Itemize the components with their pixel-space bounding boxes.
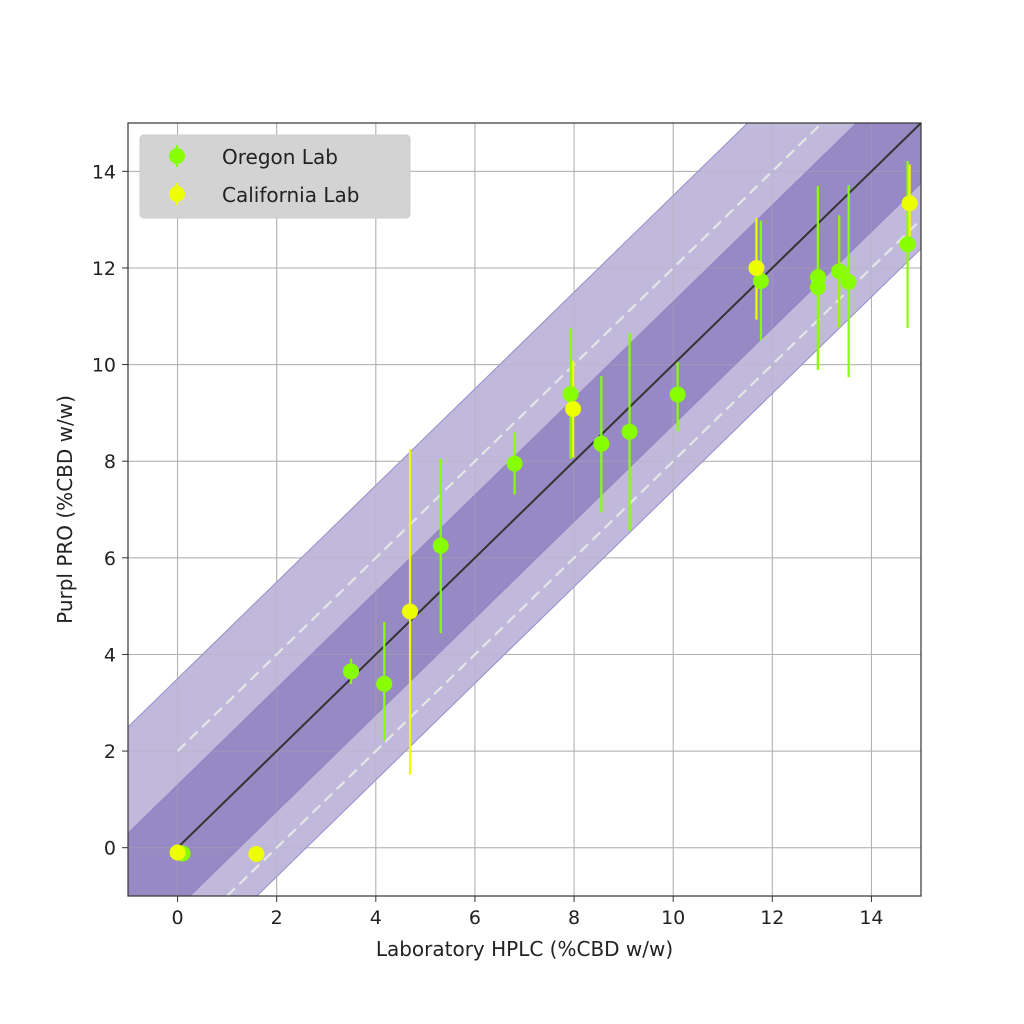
data-point: [506, 455, 523, 472]
data-point: [402, 603, 419, 620]
x-tick-label: 14: [859, 907, 883, 929]
data-point: [752, 272, 769, 289]
y-tick-label: 12: [92, 258, 116, 280]
dashed-offset-line: [176, 122, 823, 752]
data-point: [621, 423, 638, 440]
data-point: [593, 435, 610, 452]
data-point: [562, 386, 579, 403]
data-point: [899, 236, 916, 253]
identity-line: [176, 122, 922, 849]
x-axis-label: Laboratory HPLC (%CBD w/w): [376, 937, 673, 961]
x-tick-label: 2: [271, 907, 283, 929]
data-point: [669, 386, 686, 403]
y-tick-label: 6: [104, 548, 116, 570]
y-tick-label: 4: [104, 644, 116, 666]
data-point: [565, 401, 582, 418]
x-tick-label: 6: [469, 907, 481, 929]
data-point: [248, 845, 265, 862]
legend-california-label: California Lab: [222, 183, 359, 207]
data-point: [831, 263, 848, 280]
data-point: [169, 844, 186, 861]
data-point: [376, 675, 393, 692]
y-tick-label: 8: [104, 451, 116, 473]
legend-oregon-marker: [169, 148, 185, 164]
y-tick-label: 10: [92, 355, 116, 377]
x-tick-label: 10: [661, 907, 685, 929]
data-point: [748, 259, 765, 276]
legend-frame: [139, 134, 411, 219]
data-point: [343, 663, 360, 680]
axis-ticks: 0 2 4 6 8 10 12 14 0 2 4 6 8 10 12 14: [92, 161, 884, 929]
legend-california-marker: [169, 186, 185, 202]
data-point: [809, 279, 826, 296]
plot-area: [127, 122, 922, 897]
legend: Oregon Lab California Lab: [139, 134, 411, 219]
data-point: [901, 195, 918, 212]
x-tick-label: 4: [370, 907, 382, 929]
data-point: [840, 273, 857, 290]
y-tick-label: 14: [92, 161, 116, 183]
y-tick-label: 0: [104, 838, 116, 860]
legend-oregon-label: Oregon Lab: [222, 145, 338, 169]
x-tick-label: 12: [760, 907, 784, 929]
data-point: [432, 537, 449, 554]
y-tick-label: 2: [104, 741, 116, 763]
x-tick-label: 8: [568, 907, 580, 929]
dashed-offset-line: [226, 218, 922, 897]
plot-frame: [127, 122, 922, 897]
y-axis-label: Purpl PRO (%CBD w/w): [53, 395, 77, 624]
x-tick-label: 0: [172, 907, 184, 929]
